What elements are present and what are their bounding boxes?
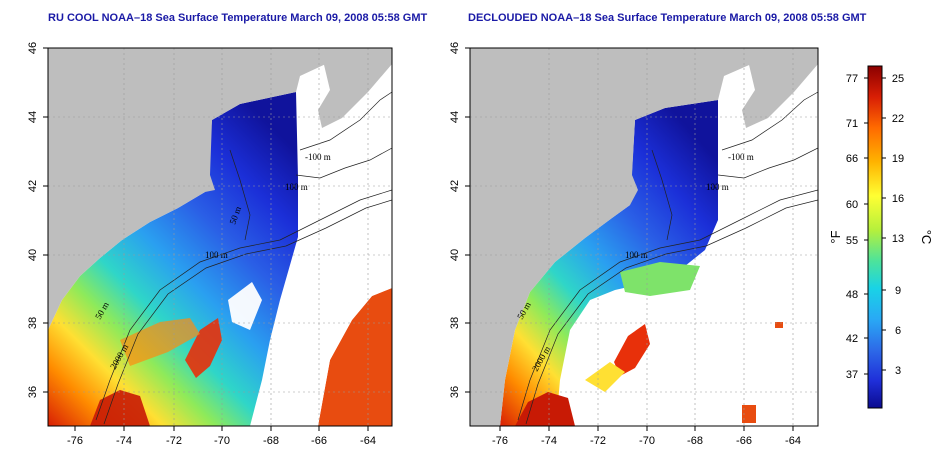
- colorbar-f-label: 42: [846, 333, 858, 345]
- left-contour-label-1: -100 m: [305, 152, 331, 162]
- right-lon-tick-labels: -76 -74 -72 -70 -68 -66 -64: [492, 435, 801, 447]
- colorbar-f-label: 66: [846, 153, 858, 165]
- right-lon-tick: -72: [590, 435, 606, 447]
- left-lon-tick-labels: -76 -74 -72 -70 -68 -66 -64: [67, 435, 376, 447]
- colorbar-c-ticks: [882, 77, 886, 371]
- left-warm-eddy: [185, 318, 222, 378]
- right-lon-tick: -76: [492, 435, 508, 447]
- colorbar-f-label: 48: [846, 289, 858, 301]
- left-map-title: RU COOL NOAA–18 Sea Surface Temperature …: [48, 12, 428, 24]
- right-green-patch: [620, 262, 700, 296]
- left-lat-tick: 38: [27, 317, 39, 329]
- right-lat-tick: 42: [449, 180, 461, 192]
- colorbar-c-label: 13: [892, 233, 904, 245]
- colorbar: 77 71 66 60 55 48 42 37 25 22 19 16 13 9…: [828, 65, 934, 409]
- left-lon-tick: -74: [116, 435, 132, 447]
- right-graticule: [470, 48, 818, 426]
- right-yellow-patch: [585, 362, 625, 392]
- left-map-frame: [47, 47, 393, 427]
- colorbar-f-label: 71: [846, 118, 858, 130]
- colorbar-ramp: [867, 65, 883, 409]
- right-lon-tick: -64: [785, 435, 801, 447]
- left-lat-tick: 40: [27, 249, 39, 261]
- right-sst-field: [500, 100, 718, 426]
- left-warm-south: [90, 390, 150, 426]
- right-warm-south: [515, 392, 575, 426]
- right-lat-tick: 36: [449, 386, 461, 398]
- right-east-warm-spot: [775, 322, 783, 328]
- left-lon-tick: -76: [67, 435, 83, 447]
- right-map: -100 m 100 m 100 m 50 m 2000 m: [449, 42, 819, 447]
- left-lat-tick: 36: [27, 386, 39, 398]
- right-lon-tick: -68: [687, 435, 703, 447]
- left-lat-tick-labels: 46 44 42 40 38 36: [27, 42, 39, 398]
- left-land: [48, 48, 392, 330]
- colorbar-c-label: 16: [892, 193, 904, 205]
- left-lat-tick: 42: [27, 180, 39, 192]
- right-map-frame: [469, 47, 819, 427]
- left-axis-ticks: [43, 47, 369, 431]
- left-warm-band: [120, 318, 200, 366]
- left-cloud-mask: [262, 60, 392, 426]
- right-axis-ticks: [465, 47, 794, 431]
- colorbar-f-ticks: [864, 77, 868, 375]
- colorbar-c-label: 3: [895, 365, 901, 377]
- left-lat-tick: 46: [27, 42, 39, 54]
- left-lon-tick: -66: [311, 435, 327, 447]
- right-land: [470, 48, 818, 426]
- right-lat-tick: 44: [449, 111, 461, 123]
- left-lon-tick: -64: [360, 435, 376, 447]
- left-lon-tick: -70: [214, 435, 230, 447]
- right-land-nova-scotia: [742, 48, 818, 128]
- right-contour-label-1: -100 m: [728, 152, 754, 162]
- colorbar-celsius-unit: °C: [919, 230, 934, 245]
- left-lon-tick: -72: [166, 435, 182, 447]
- colorbar-c-label: 19: [892, 153, 904, 165]
- colorbar-c-label: 9: [895, 285, 901, 297]
- right-map-title: DECLOUDED NOAA–18 Sea Surface Temperatur…: [468, 12, 867, 24]
- right-lat-tick: 46: [449, 42, 461, 54]
- left-lon-tick: -68: [263, 435, 279, 447]
- colorbar-fahrenheit-unit: °F: [828, 230, 843, 243]
- colorbar-c-label: 22: [892, 113, 904, 125]
- colorbar-c-label: 6: [895, 325, 901, 337]
- right-lon-tick: -70: [639, 435, 655, 447]
- right-lon-tick: -66: [736, 435, 752, 447]
- right-lon-tick: -74: [541, 435, 557, 447]
- colorbar-f-label: 55: [846, 235, 858, 247]
- right-lat-tick: 40: [449, 249, 461, 261]
- left-land-nova-scotia: [318, 48, 392, 128]
- colorbar-c-label: 25: [892, 73, 904, 85]
- left-cloud-patch: [228, 282, 262, 330]
- left-contour-label-5: 100 m: [205, 250, 228, 260]
- right-warm-eddy: [614, 324, 650, 376]
- left-lat-tick: 44: [27, 111, 39, 123]
- right-lat-tick: 38: [449, 317, 461, 329]
- right-east-warm-spot: [742, 405, 756, 423]
- colorbar-f-label: 77: [846, 73, 858, 85]
- left-graticule: [48, 48, 392, 426]
- right-lat-tick-labels: 46 44 42 40 38 36: [449, 42, 461, 398]
- colorbar-f-label: 37: [846, 369, 858, 381]
- left-contour-label-2: 100 m: [285, 182, 308, 192]
- left-east-warm-strip: [318, 288, 392, 426]
- right-contour-label-2: 100 m: [706, 182, 729, 192]
- left-map: -100 m 100 m 50 m 2000 m 100 m 50 m: [27, 42, 393, 447]
- colorbar-f-label: 60: [846, 199, 858, 211]
